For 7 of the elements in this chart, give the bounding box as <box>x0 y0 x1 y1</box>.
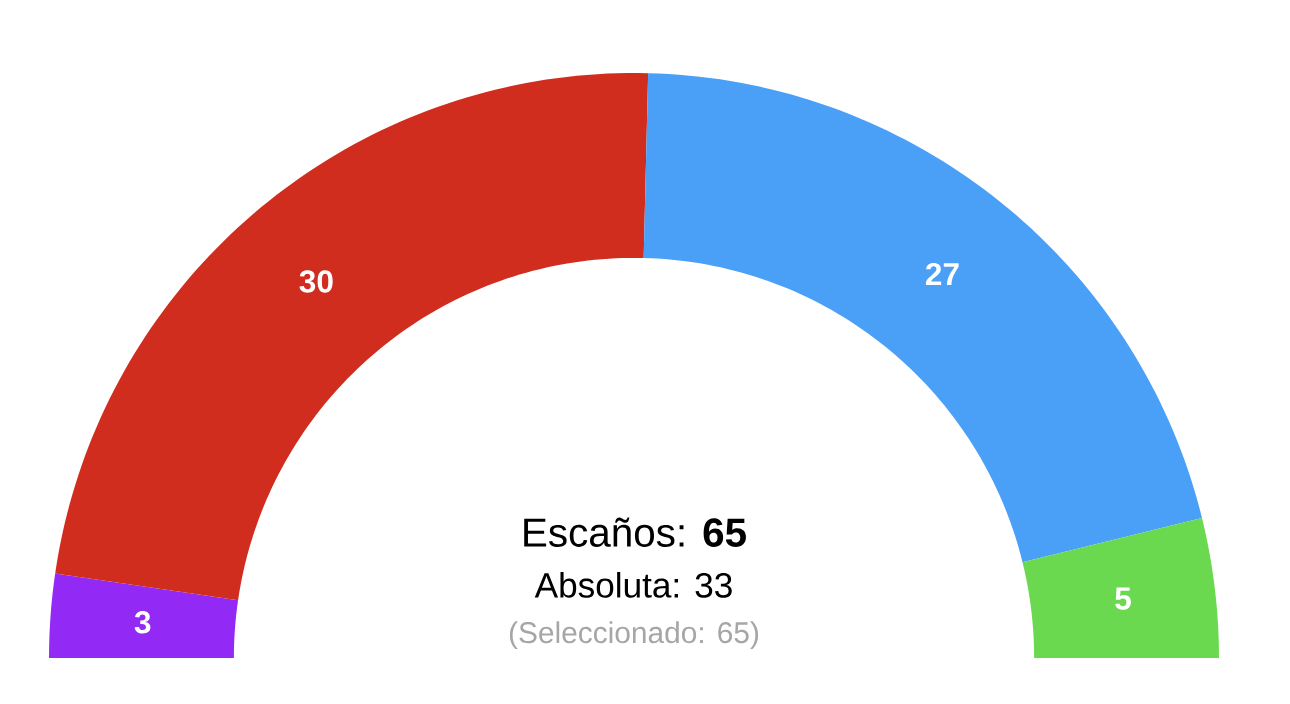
text: (Seleccionado: 65) <box>509 621 759 650</box>
text: Escaños: 65 <box>524 517 746 547</box>
data-label: 3 <box>134 611 151 634</box>
text: Absoluta: 33 <box>534 571 732 598</box>
data-label: 5 <box>1115 587 1131 610</box>
data-label: 30 <box>299 270 333 293</box>
data-label: 27 <box>925 262 959 285</box>
